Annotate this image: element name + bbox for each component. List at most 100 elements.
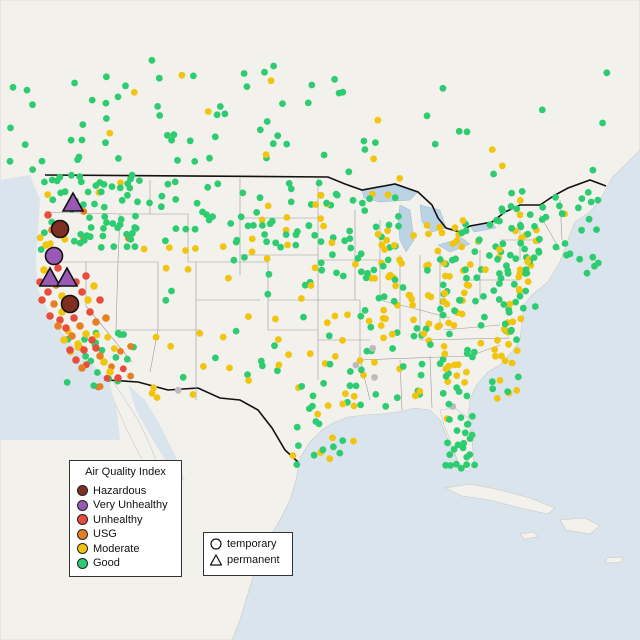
site-marker <box>382 315 389 323</box>
site-marker <box>92 318 100 326</box>
site-marker <box>78 136 86 144</box>
site-marker <box>219 333 227 341</box>
site-marker <box>413 325 421 332</box>
site-marker <box>92 182 100 190</box>
site-marker <box>489 385 497 393</box>
site-marker <box>449 240 457 248</box>
site-marker <box>110 345 118 352</box>
site-marker <box>515 273 523 281</box>
site-marker <box>267 77 275 85</box>
site-marker <box>500 301 508 308</box>
legend-item-permanent: permanent <box>204 553 292 568</box>
site-marker <box>436 360 444 368</box>
site-marker <box>374 116 382 124</box>
site-marker <box>320 151 328 159</box>
site-marker <box>182 247 190 254</box>
site-marker <box>499 162 506 170</box>
site-marker <box>446 330 453 338</box>
site-marker <box>424 266 431 274</box>
site-marker <box>227 220 235 227</box>
site-marker <box>333 269 340 277</box>
site-marker <box>270 62 277 70</box>
site-marker <box>324 402 332 409</box>
site-marker <box>442 461 450 469</box>
site-marker <box>516 211 524 219</box>
site-marker <box>514 373 522 381</box>
site-marker <box>463 421 471 428</box>
site-marker <box>87 224 95 231</box>
site-marker <box>388 330 396 338</box>
site-marker <box>472 297 479 305</box>
site-marker <box>370 266 378 274</box>
site-marker <box>386 271 394 279</box>
site-marker <box>496 246 503 253</box>
legend-label: Moderate <box>93 542 140 555</box>
site-marker <box>189 391 197 398</box>
site-marker <box>347 244 355 252</box>
site-marker <box>357 401 364 409</box>
site-marker <box>101 213 109 221</box>
site-marker <box>507 203 515 210</box>
site-marker <box>329 434 336 442</box>
site-marker <box>471 461 478 469</box>
site-marker <box>36 234 44 242</box>
site-marker <box>531 303 539 310</box>
site-marker <box>380 293 388 301</box>
site-marker <box>379 262 387 270</box>
site-marker <box>470 348 478 356</box>
site-marker <box>440 343 448 350</box>
site-marker <box>268 217 276 225</box>
permanent-very-unhealthy-marker <box>55 266 79 287</box>
site-marker <box>131 243 139 251</box>
site-marker <box>80 346 88 354</box>
site-marker <box>380 306 388 314</box>
site-marker <box>174 386 182 394</box>
site-marker <box>164 180 172 188</box>
site-marker <box>84 296 92 304</box>
aqi-legend: Air Quality Index Hazardous Very Unhealt… <box>69 460 182 577</box>
site-marker <box>38 296 46 304</box>
site-marker <box>423 222 431 229</box>
site-marker <box>536 235 543 243</box>
site-marker <box>496 377 504 384</box>
site-marker <box>48 176 56 184</box>
site-marker <box>584 189 592 196</box>
site-marker <box>506 300 514 308</box>
site-marker <box>102 314 110 322</box>
monitor-type-legend: temporary permanent <box>203 532 293 576</box>
site-marker <box>63 379 71 386</box>
site-marker <box>463 128 471 136</box>
site-marker <box>516 292 524 300</box>
site-marker <box>441 350 449 358</box>
site-marker <box>385 221 393 229</box>
site-marker <box>578 195 586 203</box>
site-marker <box>191 158 199 165</box>
site-marker <box>124 191 131 199</box>
site-marker <box>424 261 432 269</box>
site-marker <box>152 333 160 341</box>
site-marker <box>451 224 459 232</box>
site-marker <box>471 248 479 256</box>
site-marker <box>157 203 165 211</box>
site-marker <box>392 282 399 290</box>
site-marker <box>501 357 509 365</box>
site-marker <box>104 333 112 341</box>
site-marker <box>119 365 127 373</box>
site-marker <box>274 132 282 140</box>
site-marker <box>341 237 349 245</box>
site-marker <box>490 170 497 178</box>
site-marker <box>360 371 367 379</box>
site-marker <box>493 395 501 402</box>
site-marker <box>232 238 240 246</box>
site-marker <box>298 295 305 302</box>
site-marker <box>393 394 401 402</box>
site-marker <box>490 287 498 294</box>
site-marker <box>271 342 278 350</box>
site-marker <box>449 256 456 264</box>
temporary-very-unhealthy-marker <box>44 246 64 266</box>
moderate-swatch <box>77 543 88 555</box>
site-marker <box>6 157 14 165</box>
site-marker <box>538 216 546 223</box>
site-marker <box>409 301 416 309</box>
site-marker <box>244 371 251 378</box>
